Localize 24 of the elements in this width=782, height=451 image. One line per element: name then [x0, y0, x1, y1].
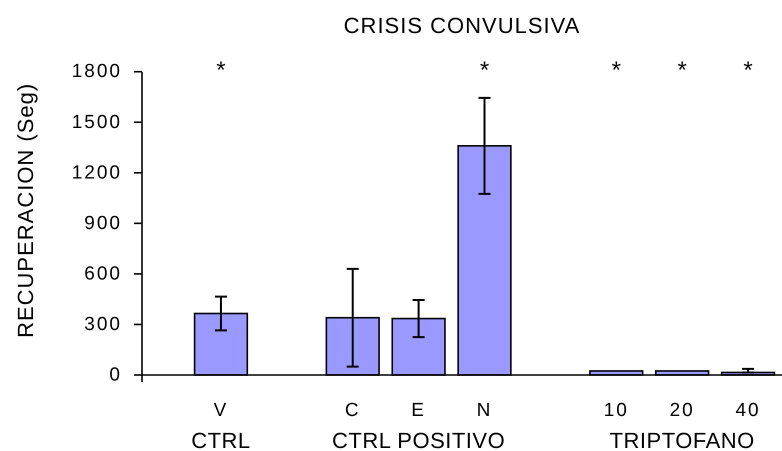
- y-tick-label: 1800: [72, 61, 122, 82]
- text: CTRL: [191, 428, 251, 451]
- y-axis-title: RECUPERACION (Seg): [12, 82, 38, 338]
- x-tick-label: 20: [670, 400, 695, 420]
- annotation: *: [480, 57, 490, 84]
- annotation: *: [612, 57, 621, 84]
- x-tick-label: C: [344, 400, 361, 420]
- x-tick-label: N: [476, 400, 492, 420]
- x-tick-label: E: [411, 400, 426, 420]
- x-tick-label: V: [214, 400, 228, 420]
- y-tick-label: 0: [109, 364, 122, 386]
- y-tick-label: 1500: [72, 112, 122, 133]
- text: TRIPTOFANO: [610, 428, 755, 451]
- x-tick-label: 40: [735, 400, 761, 420]
- y-tick-label: 300: [84, 314, 122, 335]
- chart-title: CRISIS CONVULSIVA: [344, 12, 580, 38]
- y-tick-label: 1200: [72, 162, 122, 184]
- x-tick-label: 10: [604, 400, 629, 420]
- text: CTRL POSITIVO: [332, 428, 506, 451]
- annotation: *: [677, 57, 687, 84]
- y-tick-label: 900: [84, 212, 122, 234]
- annotation: *: [743, 57, 753, 84]
- y-tick-label: 600: [84, 263, 122, 284]
- annotation: *: [216, 57, 226, 84]
